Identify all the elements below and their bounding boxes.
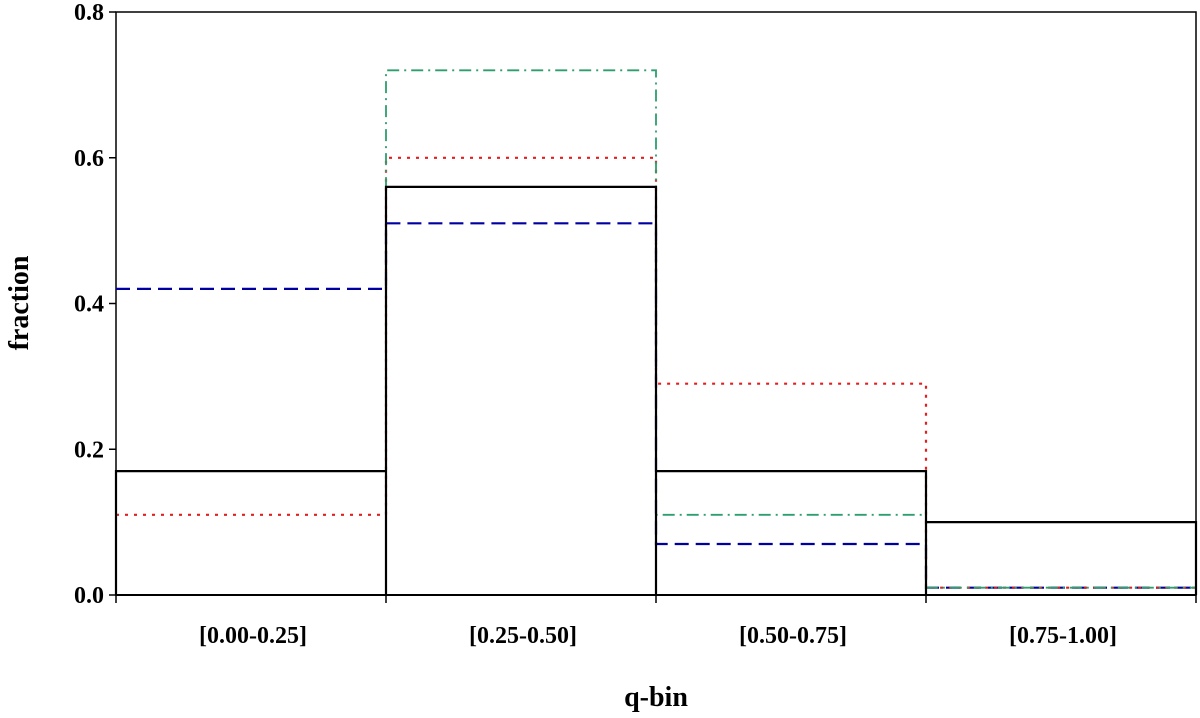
- y-tick-label: 0.4: [74, 292, 104, 318]
- y-tick-label: 0.2: [74, 437, 104, 463]
- axis-layer: 0.0 0.2 0.4 0.6 0.8 [0.00-0.25] [0.25-0.50] [0.…: [74, 0, 1197, 649]
- y-tick-label: 0.6: [74, 146, 104, 172]
- x-tick-label: [0.00-0.25]: [199, 623, 307, 649]
- x-tick-label: [0.25-0.50]: [469, 623, 577, 649]
- x-tick-label: [0.50-0.75]: [739, 623, 847, 649]
- series-solid: [114, 185, 1198, 595]
- y-tick-label: 0.0: [74, 583, 104, 609]
- series-line-solid: [114, 185, 1198, 595]
- series-layer: [114, 69, 1198, 595]
- y-axis-title: fraction: [4, 255, 35, 350]
- x-axis-title: q-bin: [624, 682, 688, 713]
- x-tick-label: [0.75-1.00]: [1009, 623, 1117, 649]
- y-tick-label: 0.8: [74, 0, 104, 26]
